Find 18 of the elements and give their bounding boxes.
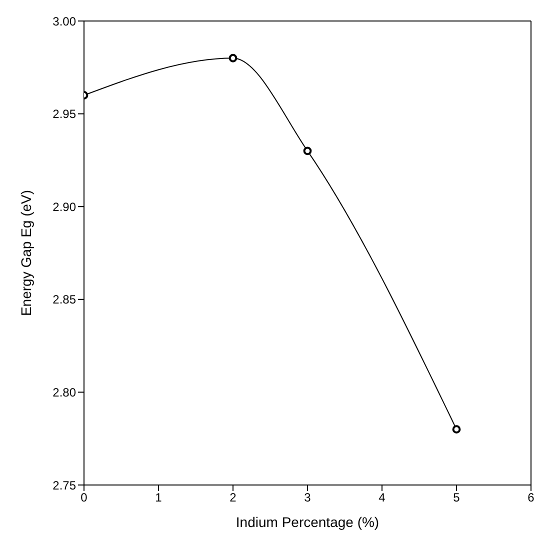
y-tick-label: 2.90	[52, 200, 76, 214]
y-tick-label: 2.80	[52, 385, 76, 400]
point	[303, 146, 312, 156]
x-tick-label: 4	[378, 490, 386, 505]
x-tick-label: 0	[80, 490, 88, 505]
x-tick-label: 2	[230, 490, 237, 505]
point	[228, 54, 238, 62]
y-tick-label: 2.85	[52, 292, 76, 307]
y-tick-label: 3.00	[52, 14, 76, 28]
x-tick-label: 6	[528, 490, 535, 505]
x-tick-label: 1	[155, 490, 162, 505]
point	[452, 425, 461, 434]
y-tick-label: 2.75	[52, 478, 76, 492]
x-tick-label: 3	[304, 490, 312, 505]
y-tick-label: 2.95	[52, 107, 76, 122]
y-axis-title: Energy Gap Eg (eV)	[18, 190, 34, 316]
x-axis-title: Indium Percentage (%)	[236, 514, 380, 530]
x-tick-label: 5	[453, 490, 460, 505]
